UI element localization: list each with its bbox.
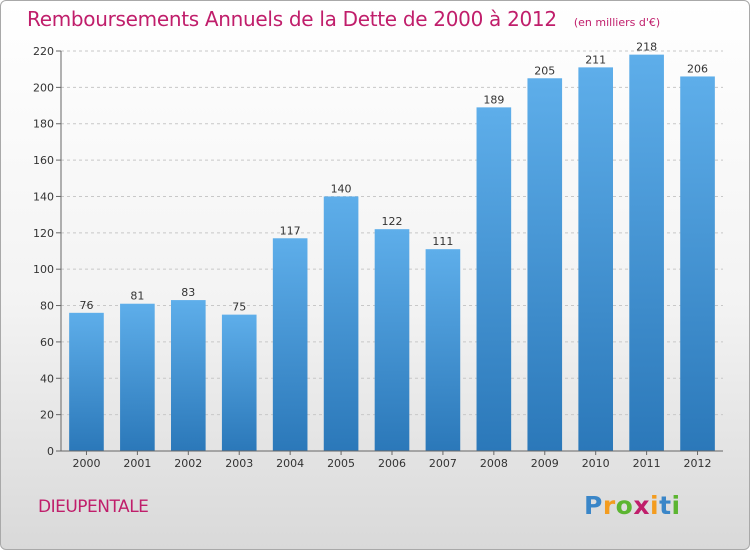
bar <box>629 54 664 452</box>
bar <box>527 78 563 451</box>
proxiti-logo[interactable]: Proxiti <box>584 491 681 520</box>
x-axis: 2000 2001 2002 2003 2004 2005 2006 2007 2008 2009… <box>61 450 723 470</box>
bar-value-label: 122 <box>382 215 403 228</box>
bar-value-label: 218 <box>636 41 657 54</box>
bar <box>578 67 614 451</box>
logo-letter: x <box>633 491 650 520</box>
bar-value-label: 117 <box>280 224 301 237</box>
title-row: Remboursements Annuels de la Dette de 20… <box>27 7 660 31</box>
logo-letter: i <box>650 491 660 520</box>
bar <box>323 196 359 451</box>
bar <box>374 229 410 451</box>
y-tick-label: 220 <box>33 45 54 58</box>
x-tick-label: 2010 <box>582 457 610 470</box>
bar <box>120 303 155 451</box>
y-tick-label: 20 <box>40 409 54 422</box>
bar <box>221 314 257 451</box>
bar-value-label: 206 <box>687 62 708 75</box>
y-tick-label: 180 <box>33 118 54 131</box>
y-tick-label: 200 <box>33 81 54 94</box>
x-tick-label: 2003 <box>225 457 253 470</box>
x-tick-label: 2005 <box>327 457 355 470</box>
x-tick-label: 2007 <box>429 457 457 470</box>
chart-title: Remboursements Annuels de la Dette de 20… <box>27 7 557 31</box>
bar-value-label: 83 <box>181 286 195 299</box>
logo-letter: r <box>602 491 616 520</box>
y-tick-label: 100 <box>33 263 54 276</box>
chart-subtitle: (en milliers d'€) <box>573 16 661 29</box>
bar-value-label: 76 <box>79 299 93 312</box>
bar-value-label: 140 <box>331 182 352 195</box>
y-tick-label: 160 <box>33 154 54 167</box>
bar-value-label: 211 <box>585 53 606 66</box>
logo-letter: i <box>671 491 681 520</box>
y-tick-label: 140 <box>33 190 54 203</box>
bars: 76 81 83 75 117 140 122 111 189 205 211 218 206 <box>69 41 715 452</box>
x-tick-label: 2002 <box>174 457 202 470</box>
y-tick-label: 40 <box>40 372 54 385</box>
bar-value-label: 81 <box>130 290 144 303</box>
bar-value-label: 189 <box>483 93 504 106</box>
logo-letter: t <box>659 491 672 520</box>
bar <box>272 238 308 451</box>
y-tick-label: 80 <box>40 300 54 313</box>
bar-value-label: 205 <box>534 64 555 77</box>
x-tick-label: 2004 <box>276 457 304 470</box>
y-axis: 0 20 40 60 80 100 120 140 160 180 200 220 <box>33 45 62 458</box>
bar <box>425 249 461 451</box>
logo-letter: o <box>615 491 634 520</box>
y-tick-label: 0 <box>47 445 54 458</box>
bar <box>69 312 104 451</box>
bar-value-label: 75 <box>232 301 246 314</box>
bar <box>476 107 512 451</box>
bar <box>170 300 206 451</box>
location-name: DIEUPENTALE <box>38 497 149 517</box>
x-tick-label: 2009 <box>531 457 559 470</box>
x-tick-label: 2012 <box>684 457 712 470</box>
y-tick-label: 60 <box>40 336 54 349</box>
logo-letter: P <box>584 491 603 520</box>
x-tick-label: 2001 <box>123 457 151 470</box>
bar <box>680 76 715 452</box>
x-tick-label: 2000 <box>72 457 100 470</box>
x-tick-label: 2006 <box>378 457 406 470</box>
x-tick-label: 2011 <box>633 457 661 470</box>
y-tick-label: 120 <box>33 227 54 240</box>
x-tick-label: 2008 <box>480 457 508 470</box>
bar-value-label: 111 <box>432 235 453 248</box>
